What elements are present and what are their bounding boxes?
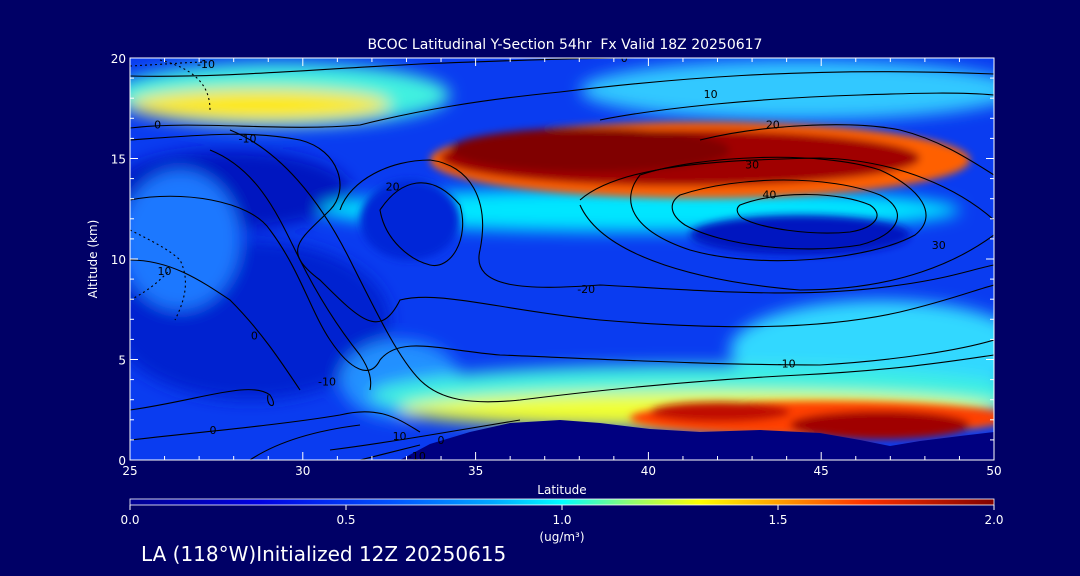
contour-label: -10	[318, 376, 336, 389]
contour-line	[130, 259, 301, 391]
colorbar-tick-label: 2.0	[984, 513, 1003, 527]
contour-line	[130, 71, 994, 129]
contour-line	[339, 159, 994, 294]
contour-label: 20	[386, 181, 400, 194]
field-deep-blue-plume-core	[690, 215, 910, 255]
colorbar-tick-label: 0.5	[336, 513, 355, 527]
field-cyan-top-right	[580, 60, 994, 120]
contour-line	[599, 92, 994, 121]
contour-line	[379, 182, 464, 267]
contour-line	[130, 61, 211, 67]
contour-line	[736, 193, 878, 234]
contour-line	[130, 269, 171, 301]
contour-lines	[130, 58, 994, 460]
colorbar-tick-label: 0.0	[120, 513, 139, 527]
contour-label: -10	[197, 58, 215, 71]
contour-line	[699, 124, 994, 176]
field-red-lower-layer	[790, 411, 970, 439]
x-tick-label: 35	[468, 464, 483, 478]
contour-line	[130, 195, 994, 371]
contour-label: 0	[251, 329, 258, 342]
colorbar-tick-label: 1.5	[768, 513, 787, 527]
contour-label: 10	[158, 265, 172, 278]
x-tick-label: 25	[122, 464, 137, 478]
y-tick-label: 5	[118, 354, 126, 368]
contour-line	[229, 129, 994, 403]
field-red-upper-plume-core	[450, 128, 730, 172]
x-tick-label: 30	[295, 464, 310, 478]
contour-label: 20	[766, 118, 780, 131]
field-yellow-top-band	[130, 89, 390, 121]
x-tick-label: 45	[814, 464, 829, 478]
contour-line	[579, 204, 994, 291]
contour-line	[209, 149, 372, 391]
y-tick-label: 0	[118, 454, 126, 468]
x-tick-label: 50	[986, 464, 1001, 478]
contour-label: -10	[239, 132, 257, 145]
contour-label: -20	[577, 283, 595, 296]
field-mid-blue-left	[130, 170, 240, 310]
contour-line	[130, 58, 641, 77]
contour-line	[359, 444, 421, 460]
contour-label: 0	[209, 424, 216, 437]
x-tick-label: 40	[641, 464, 656, 478]
contour-line	[130, 229, 186, 321]
contour-line	[671, 179, 898, 250]
y-tick-label: 20	[111, 52, 126, 66]
contour-label: 40	[762, 189, 776, 202]
contour-line	[130, 411, 421, 441]
contour-line	[329, 419, 521, 451]
field-red-lower-layer-mid	[650, 402, 790, 422]
contour-label: 10	[704, 88, 718, 101]
contour-label: 0	[154, 118, 161, 131]
terrain	[400, 420, 994, 460]
contour-label: 30	[932, 239, 946, 252]
contour-line	[249, 424, 361, 460]
contour-label: 30	[745, 159, 759, 172]
y-axis-label: Altitude (km)	[86, 220, 100, 299]
contour-label: 0	[438, 434, 445, 447]
contour-line	[130, 389, 275, 411]
contour-label: -10	[408, 450, 426, 463]
contour-label: 10	[393, 430, 407, 443]
colorbar-unit: (ug/m³)	[539, 530, 584, 544]
field-deep-blue-upper-left-core	[360, 180, 460, 260]
contour-label: 0	[621, 52, 628, 65]
x-axis: 25 30 35 40 45 50	[122, 58, 1002, 478]
x-axis-label: Latitude	[537, 483, 586, 497]
colorbar-ticks: 0.0 0.5 1.0 1.5 2.0	[120, 505, 1004, 527]
contour-line	[130, 133, 994, 328]
y-tick-label: 10	[111, 253, 126, 267]
footer-initialization-text: LA (118°W)Initialized 12Z 20250615	[141, 542, 507, 566]
y-tick-label: 15	[111, 153, 126, 167]
colorbar-tick-label: 1.0	[552, 513, 571, 527]
y-axis: 0 5 10 15 20	[111, 52, 994, 468]
contour-line	[630, 156, 927, 262]
chart-title: BCOC Latitudinal Y-Section 54hr Fx Valid…	[368, 37, 763, 53]
contour-label: -10	[778, 358, 796, 371]
colorbar	[129, 498, 995, 506]
contour-line	[579, 157, 994, 221]
